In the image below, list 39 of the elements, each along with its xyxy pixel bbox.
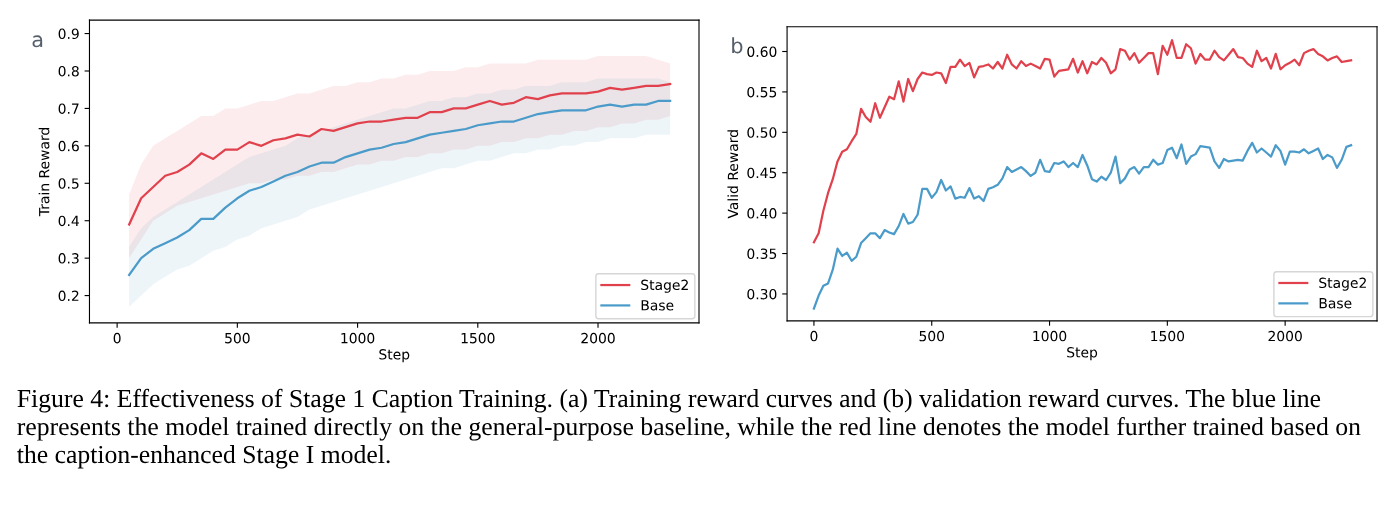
y-tick-label: 0.55 — [747, 86, 777, 98]
y-tick-label: 0.5 — [58, 178, 79, 189]
y-tick-label: 0.50 — [747, 127, 777, 138]
y-tick-label: 0.40 — [747, 208, 777, 219]
caption: Figure 4: Effectiveness of Stage 1 Caption Training. (a) Training reward curves and (b) validation reward curves. The blue line represents the model trained directly on the general-purpose baseline, while the red line denotes the model further trained based on the caption-enhanced Stage I model. — [17, 388, 1361, 469]
x-tick-label: 1500 — [1151, 330, 1185, 342]
x-tick-label: 0 — [113, 332, 121, 344]
x-axis-title: Step — [379, 349, 410, 363]
y-tick-label: 0.35 — [747, 248, 777, 260]
x-axis-title: Step — [1067, 347, 1098, 361]
x-tick-label: 500 — [225, 332, 250, 344]
y-axis-title: Valid Reward — [727, 130, 739, 219]
y-tick-label: 0.6 — [58, 140, 79, 152]
line-series — [128, 99, 672, 277]
y-tick-label: 0.8 — [58, 65, 79, 77]
x-tick-label: 0 — [810, 330, 818, 342]
y-tick-label: 0.60 — [747, 46, 777, 57]
y-tick-label: 0.2 — [58, 290, 79, 302]
y-tick-label: 0.7 — [58, 103, 79, 114]
line-series — [812, 39, 1353, 244]
x-tick-label: 1000 — [1033, 330, 1067, 342]
legend-label: Stage2 — [641, 279, 688, 293]
y-tick-label: 0.9 — [58, 28, 79, 40]
y-tick-label: 0.30 — [747, 288, 777, 300]
line-series — [128, 82, 672, 226]
chart-title: b — [732, 37, 743, 54]
text: a — [32, 35, 43, 48]
legend-label: Base — [641, 300, 674, 311]
x-tick-label: 2000 — [1268, 330, 1302, 342]
x-tick-label: 500 — [919, 330, 945, 342]
x-tick-label: 2000 — [581, 332, 615, 344]
legend-label: Stage2 — [1319, 277, 1366, 291]
y-tick-label: 0.4 — [58, 215, 79, 227]
y-tick-label: 0.45 — [747, 167, 777, 179]
legend-label: Base — [1319, 298, 1352, 309]
y-axis-title: Train Reward — [38, 128, 50, 217]
x-tick-label: 1000 — [341, 332, 375, 344]
x-tick-label: 1500 — [461, 332, 495, 344]
y-tick-label: 0.3 — [58, 253, 79, 264]
